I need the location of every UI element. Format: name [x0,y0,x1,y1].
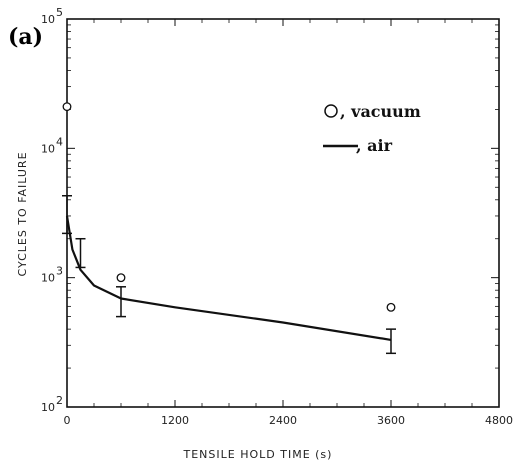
x-tick-label: 4800 [485,414,513,427]
y-tick-exponent: 4 [56,135,63,148]
air-curve [65,215,392,341]
plot-marks [62,102,396,355]
y-tick-exponent: 5 [56,6,63,19]
vacuum-point [386,302,396,312]
vacuum-point [62,102,72,112]
x-axis-ticks: 0 1200 2400 3600 4800 [64,19,513,427]
y-tick-label: 10 [41,272,55,285]
x-tick-label: 3600 [377,414,405,427]
y-tick-label: 10 [41,142,55,155]
plot-frame [66,18,500,408]
x-axis-title: TENSILE HOLD TIME (s) [183,448,333,461]
y-axis-title: CYCLES TO FAILURE [16,151,29,276]
y-tick-label: 10 [41,13,55,26]
y-tick-exponent: 3 [56,265,63,278]
plot-border [66,18,500,408]
legend-air-label: , air [356,136,393,155]
x-tick-label: 2400 [269,414,297,427]
x-tick-label: 1200 [161,414,189,427]
panel-label: (a) [8,24,43,50]
legend: , vacuum , air [323,102,421,155]
vacuum-point [116,273,126,283]
legend-vacuum-marker [324,104,338,118]
y-tick-label: 10 [41,401,55,414]
y-tick-exponent: 2 [56,394,63,407]
x-tick-label: 0 [64,414,71,427]
legend-vacuum-label: , vacuum [340,102,421,121]
